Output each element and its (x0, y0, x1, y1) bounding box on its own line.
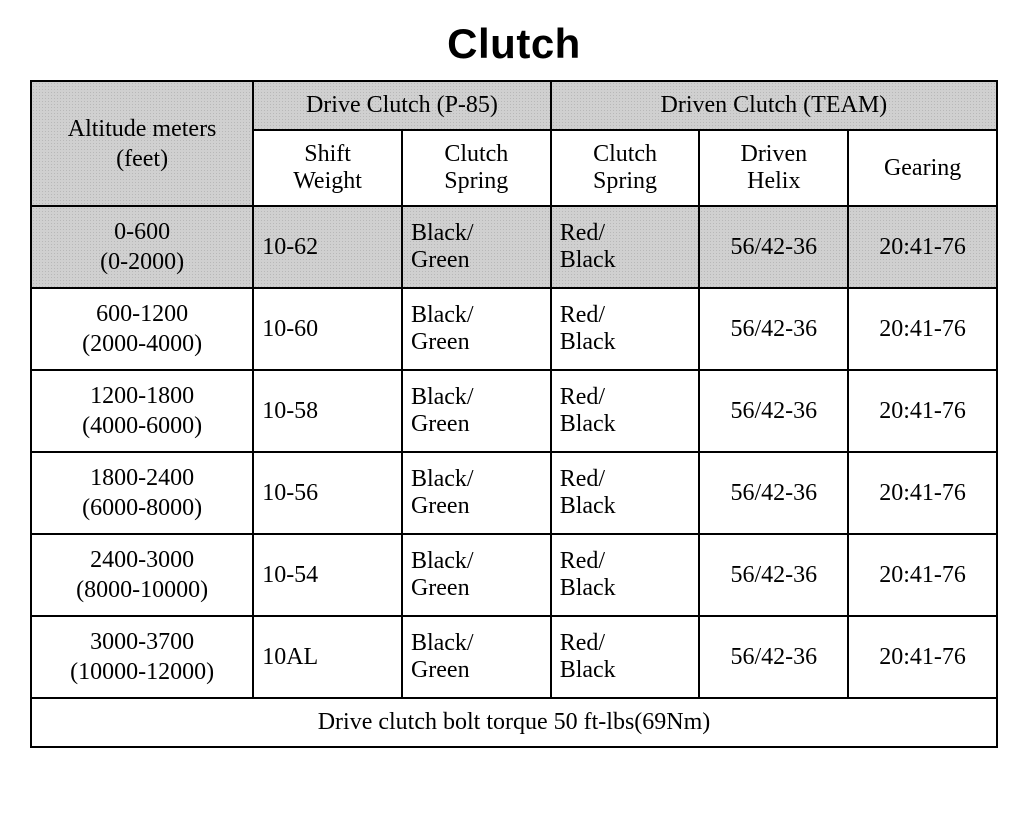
header-gearing: Gearing (848, 130, 997, 206)
drive-spring-cell: Black/Green (402, 616, 551, 698)
shift-weight-cell: 10-56 (253, 452, 402, 534)
table-row: 0-600(0-2000)10-62Black/GreenRed/Black56… (31, 206, 997, 288)
gearing-cell: 20:41-76 (848, 206, 997, 288)
table-row: 1800-2400(6000-8000)10-56Black/GreenRed/… (31, 452, 997, 534)
helix-cell: 56/42-36 (699, 370, 848, 452)
header-driven-spring: ClutchSpring (551, 130, 700, 206)
shift-weight-cell: 10AL (253, 616, 402, 698)
table-row: 1200-1800(4000-6000)10-58Black/GreenRed/… (31, 370, 997, 452)
gearing-cell: 20:41-76 (848, 616, 997, 698)
table-row: 2400-3000(8000-10000)10-54Black/GreenRed… (31, 534, 997, 616)
driven-spring-cell: Red/Black (551, 288, 700, 370)
driven-spring-cell: Red/Black (551, 206, 700, 288)
altitude-cell: 1200-1800(4000-6000) (31, 370, 253, 452)
header-driven-group: Driven Clutch (TEAM) (551, 81, 997, 130)
helix-cell: 56/42-36 (699, 452, 848, 534)
gearing-cell: 20:41-76 (848, 288, 997, 370)
header-drive-group: Drive Clutch (P-85) (253, 81, 551, 130)
table-row: 600-1200(2000-4000)10-60Black/GreenRed/B… (31, 288, 997, 370)
clutch-table-body: 0-600(0-2000)10-62Black/GreenRed/Black56… (31, 206, 997, 698)
altitude-cell: 2400-3000(8000-10000) (31, 534, 253, 616)
helix-cell: 56/42-36 (699, 616, 848, 698)
gearing-cell: 20:41-76 (848, 534, 997, 616)
driven-spring-cell: Red/Black (551, 534, 700, 616)
helix-cell: 56/42-36 (699, 534, 848, 616)
altitude-cell: 600-1200(2000-4000) (31, 288, 253, 370)
shift-weight-cell: 10-54 (253, 534, 402, 616)
shift-weight-cell: 10-60 (253, 288, 402, 370)
driven-spring-cell: Red/Black (551, 616, 700, 698)
header-helix: DrivenHelix (699, 130, 848, 206)
footer-note: Drive clutch bolt torque 50 ft-lbs(69Nm) (31, 698, 997, 747)
gearing-cell: 20:41-76 (848, 452, 997, 534)
drive-spring-cell: Black/Green (402, 452, 551, 534)
altitude-cell: 3000-3700(10000-12000) (31, 616, 253, 698)
drive-spring-cell: Black/Green (402, 534, 551, 616)
drive-spring-cell: Black/Green (402, 288, 551, 370)
altitude-cell: 1800-2400(6000-8000) (31, 452, 253, 534)
gearing-cell: 20:41-76 (848, 370, 997, 452)
driven-spring-cell: Red/Black (551, 452, 700, 534)
shift-weight-cell: 10-62 (253, 206, 402, 288)
altitude-cell: 0-600(0-2000) (31, 206, 253, 288)
header-drive-spring: ClutchSpring (402, 130, 551, 206)
clutch-table: Altitude meters(feet) Drive Clutch (P-85… (30, 80, 998, 748)
helix-cell: 56/42-36 (699, 288, 848, 370)
drive-spring-cell: Black/Green (402, 370, 551, 452)
header-shift-weight: ShiftWeight (253, 130, 402, 206)
shift-weight-cell: 10-58 (253, 370, 402, 452)
driven-spring-cell: Red/Black (551, 370, 700, 452)
page-title: Clutch (30, 20, 998, 68)
header-altitude: Altitude meters(feet) (31, 81, 253, 206)
helix-cell: 56/42-36 (699, 206, 848, 288)
table-row: 3000-3700(10000-12000)10ALBlack/GreenRed… (31, 616, 997, 698)
drive-spring-cell: Black/Green (402, 206, 551, 288)
